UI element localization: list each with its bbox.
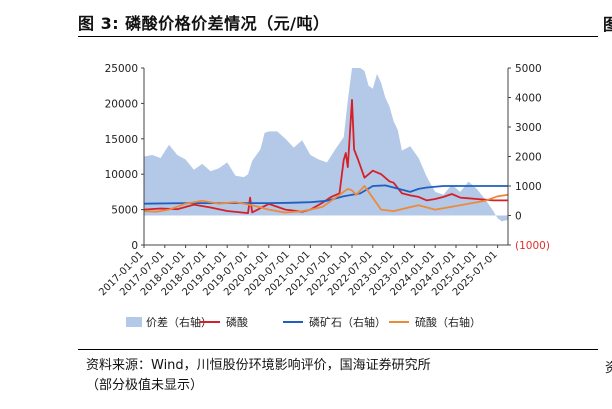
adjacent-figure-title-fragment: 图	[603, 15, 612, 34]
left-axis-tick-label: 10000	[105, 169, 138, 181]
legend-swatch-area	[126, 317, 142, 327]
left-axis-tick-label: 0	[131, 240, 138, 252]
legend-label: 价差（右轴）	[146, 315, 212, 329]
left-axis-tick-label: 20000	[105, 98, 138, 110]
adjacent-source-fragment: 资	[605, 361, 612, 376]
title-divider	[78, 36, 598, 37]
right-axis-tick-label: (1000)	[515, 240, 550, 252]
source-divider	[78, 349, 598, 350]
left-axis-tick-label: 15000	[105, 134, 138, 146]
right-axis-tick-label: 3000	[515, 122, 542, 134]
price-spread-chart: 0 5000 10000 15000 20000 25000 (1000) 0 1000 2000…	[97, 63, 550, 329]
right-axis-tick-label: 0	[515, 211, 522, 223]
legend-label: 磷矿石（右轴）	[309, 315, 386, 329]
figure-title: 图 3: 磷酸价格价差情况（元/吨）	[78, 14, 330, 33]
right-axis-tick-label: 1000	[515, 181, 542, 193]
source-note: 资料来源：Wind，川恒股份环境影响评价，国海证券研究所 （部分极值未显示）	[86, 356, 431, 396]
figure-title-row: 图 3: 磷酸价格价差情况（元/吨）	[78, 8, 612, 34]
spread-area-series	[144, 68, 508, 222]
right-axis-tick-label: 4000	[515, 93, 542, 105]
left-axis-tick-label: 5000	[111, 205, 138, 217]
legend-label: 硫酸（右轴）	[415, 315, 481, 329]
chart-legend: 价差（右轴） 磷酸 磷矿石（右轴） 硫酸（右轴）	[126, 315, 481, 329]
legend-label: 磷酸	[226, 315, 248, 329]
plot-area	[143, 68, 509, 222]
right-axis-tick-label: 2000	[515, 152, 542, 164]
series-3-line	[143, 185, 509, 214]
source-line-2: （部分极值未显示）	[86, 378, 204, 393]
right-axis-tick-label: 5000	[515, 63, 542, 75]
source-line-1: 资料来源：Wind，川恒股份环境影响评价，国海证券研究所	[86, 358, 431, 373]
left-axis-tick-label: 25000	[105, 63, 138, 75]
